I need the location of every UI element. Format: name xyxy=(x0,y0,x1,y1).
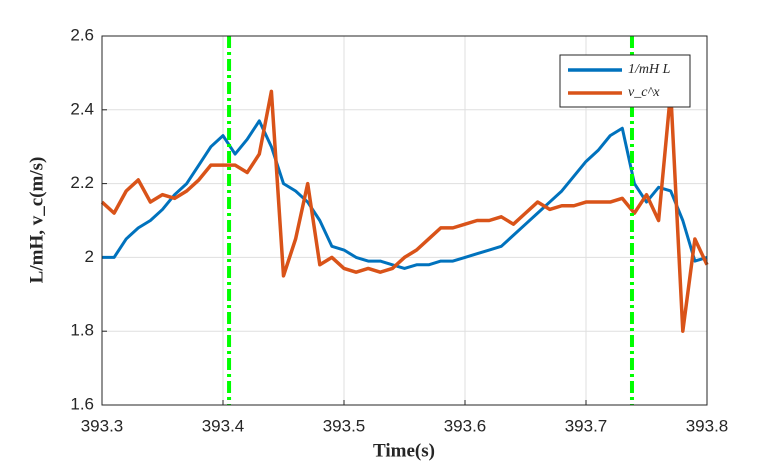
x-tick-label: 393.8 xyxy=(686,416,729,435)
x-tick-label: 393.5 xyxy=(323,416,366,435)
data-line xyxy=(100,89,709,333)
x-tick-label: 393.4 xyxy=(202,416,245,435)
y-tick-label: 2.2 xyxy=(70,173,94,192)
legend-box xyxy=(559,54,691,108)
y-tick-label: 2 xyxy=(85,247,94,266)
y-tick-label: 1.8 xyxy=(70,321,94,340)
x-tick-label: 393.7 xyxy=(565,416,608,435)
y-tick-label: 1.6 xyxy=(70,394,94,413)
axes-box xyxy=(101,35,708,406)
legend-label: v_c^x xyxy=(628,85,660,100)
y-tick-label: 2.6 xyxy=(70,25,94,44)
x-tick-label: 393.3 xyxy=(81,416,124,435)
legend-label: 1/mH L xyxy=(628,62,671,77)
data-line xyxy=(102,119,708,270)
x-axis-label: Time(s) xyxy=(373,440,435,461)
y-axis-label: L/mH, v_c(m/s) xyxy=(26,157,47,284)
y-tick-label: 2.4 xyxy=(70,99,94,118)
x-tick-label: 393.6 xyxy=(444,416,487,435)
